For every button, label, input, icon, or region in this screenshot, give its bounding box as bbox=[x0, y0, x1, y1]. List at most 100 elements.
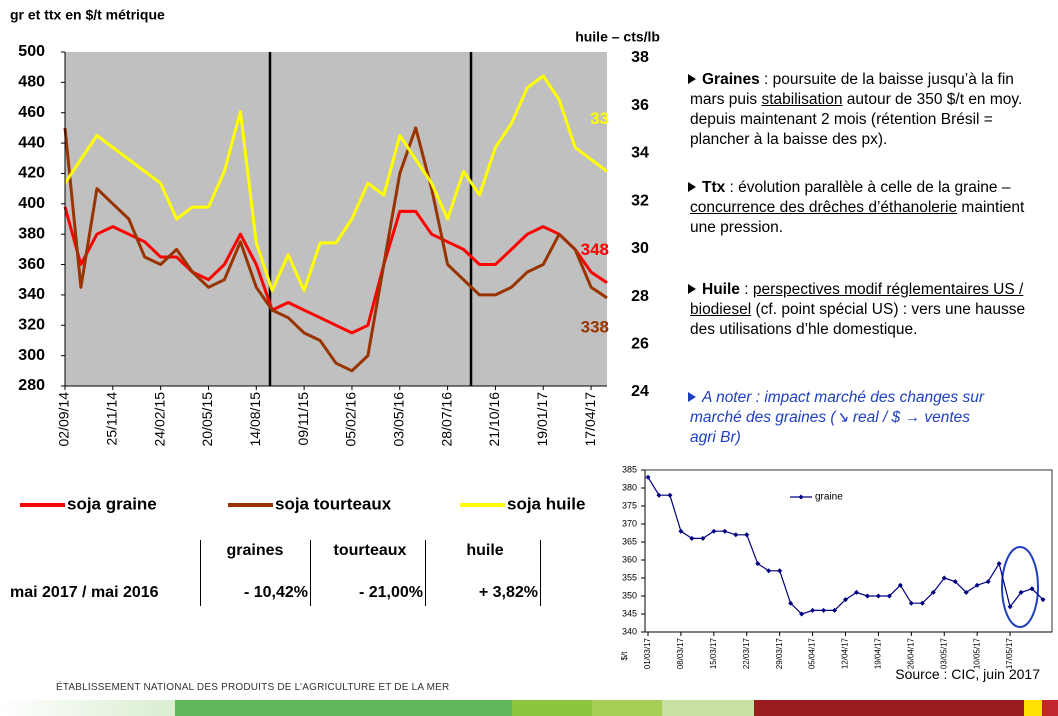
series-line bbox=[63, 74, 608, 293]
x-tick-label: 24/02/15 bbox=[151, 392, 167, 447]
point bbox=[799, 611, 805, 617]
main-plot-bg bbox=[65, 52, 607, 386]
x-tick-label: 22/03/17 bbox=[742, 637, 751, 669]
point bbox=[952, 579, 958, 585]
y-tick-label: 365 bbox=[622, 536, 637, 546]
y2-axis-title: huile – cts/lb bbox=[575, 29, 660, 45]
point bbox=[645, 474, 651, 480]
point bbox=[930, 589, 936, 595]
color-band bbox=[662, 700, 754, 716]
bullet-bold: Ttx bbox=[702, 179, 726, 196]
point bbox=[788, 600, 794, 606]
bullet: Ttx : évolution parallèle à celle de la … bbox=[688, 178, 1040, 238]
point bbox=[766, 568, 772, 574]
point bbox=[897, 582, 903, 588]
x-tick-label: 17/04/17 bbox=[582, 392, 598, 447]
point bbox=[963, 589, 969, 595]
x-tick-label: 03/05/17 bbox=[939, 637, 948, 669]
point bbox=[821, 607, 827, 613]
y-tick-label: 345 bbox=[622, 608, 637, 618]
end-value-label: 33 bbox=[590, 109, 609, 128]
point bbox=[1018, 589, 1024, 595]
point bbox=[722, 528, 728, 534]
x-tick-label: 19/04/17 bbox=[874, 637, 883, 669]
highlight-ellipse bbox=[1001, 546, 1039, 628]
table-header: huile bbox=[466, 542, 504, 559]
source: Source : CIC, juin 2017 bbox=[895, 666, 1040, 682]
y2-tick-label: 38 bbox=[631, 49, 649, 66]
y-tick-label: 440 bbox=[18, 134, 45, 151]
x-tick-label: 21/10/16 bbox=[486, 392, 502, 447]
x-tick-label: 29/03/17 bbox=[775, 637, 784, 669]
y2-tick-label: 32 bbox=[631, 192, 649, 209]
x-tick-label: 03/05/16 bbox=[390, 392, 406, 447]
point bbox=[744, 532, 750, 538]
point bbox=[1007, 604, 1013, 610]
bullet-underline: perspectives modif réglementaires US / b… bbox=[690, 281, 1024, 318]
point bbox=[656, 492, 662, 498]
bullet-underline: concurrence des drêches d’éthanolerie bbox=[690, 199, 958, 216]
series-line bbox=[63, 126, 608, 373]
color-band bbox=[512, 700, 592, 716]
bullet-bold: Huile bbox=[702, 281, 740, 298]
bullet-bold: Graines bbox=[702, 71, 760, 88]
y2-tick-label: 28 bbox=[631, 288, 649, 305]
legend-marker bbox=[798, 494, 804, 500]
point bbox=[700, 535, 706, 541]
point bbox=[941, 575, 947, 581]
point bbox=[974, 582, 980, 588]
point bbox=[908, 600, 914, 606]
note: A noter : impact marché des changes sur … bbox=[688, 388, 990, 448]
y-tick-label: 360 bbox=[18, 256, 45, 273]
x-tick-label: 28/07/16 bbox=[438, 392, 454, 447]
table-cell: - 10,42% bbox=[243, 584, 308, 601]
table-cell: - 21,00% bbox=[358, 584, 423, 601]
bullet-text: maintient une pression. bbox=[690, 199, 1025, 236]
y-tick-label: 370 bbox=[622, 518, 637, 528]
point bbox=[711, 528, 717, 534]
x-tick-label: 14/08/15 bbox=[247, 392, 263, 447]
y-tick-label: 360 bbox=[622, 554, 637, 564]
end-value-label: 348 bbox=[581, 240, 609, 259]
point bbox=[985, 579, 991, 585]
x-tick-label: 05/04/17 bbox=[808, 637, 817, 669]
x-tick-label: 26/04/17 bbox=[906, 637, 915, 669]
y-tick-label: 500 bbox=[18, 43, 45, 60]
table-row-label: mai 2017 / mai 2016 bbox=[10, 584, 159, 601]
legend-label: soja graine bbox=[67, 494, 157, 513]
y-tick-label: 380 bbox=[18, 225, 45, 242]
x-tick-label: 25/11/14 bbox=[104, 392, 120, 446]
point bbox=[875, 593, 881, 599]
table-separator bbox=[200, 540, 201, 606]
bullet: Huile : perspectives modif réglementaire… bbox=[688, 280, 1040, 340]
y-axis-title: gr et ttx en $/t métrique bbox=[10, 7, 165, 23]
y-tick-label: 400 bbox=[18, 195, 45, 212]
point bbox=[919, 600, 925, 606]
table-cell: + 3,82% bbox=[478, 584, 538, 601]
charts: gr et ttx en $/t métrique huile – cts/lb… bbox=[10, 7, 1053, 669]
y2-tick-label: 36 bbox=[631, 97, 649, 114]
bullet-text: autour de 350 $/t en moy. depuis mainten… bbox=[690, 91, 1023, 148]
point bbox=[678, 528, 684, 534]
y2-tick-label: 24 bbox=[631, 383, 649, 400]
y-tick-label: 460 bbox=[18, 104, 45, 121]
color-band bbox=[1042, 700, 1058, 716]
y2-tick-label: 34 bbox=[631, 145, 649, 162]
x-tick-label: 02/09/14 bbox=[56, 392, 72, 447]
point bbox=[853, 589, 859, 595]
point bbox=[996, 561, 1002, 567]
series-line bbox=[63, 206, 608, 335]
point bbox=[689, 535, 695, 541]
x-tick-label: 10/05/17 bbox=[972, 637, 981, 669]
y-tick-label: 480 bbox=[18, 74, 45, 91]
y2-tick-label: 30 bbox=[631, 240, 649, 257]
y-tick-label: 380 bbox=[622, 482, 637, 492]
x-tick-label: 20/05/15 bbox=[199, 392, 215, 447]
x-tick-label: 01/03/17 bbox=[643, 637, 652, 669]
note-text: A noter : impact marché des changes sur … bbox=[690, 389, 985, 446]
x-tick-label: 09/11/15 bbox=[295, 392, 311, 446]
point bbox=[667, 492, 673, 498]
point bbox=[810, 607, 816, 613]
y-tick-label: 280 bbox=[18, 377, 45, 394]
legend-label: soja tourteaux bbox=[275, 494, 392, 513]
